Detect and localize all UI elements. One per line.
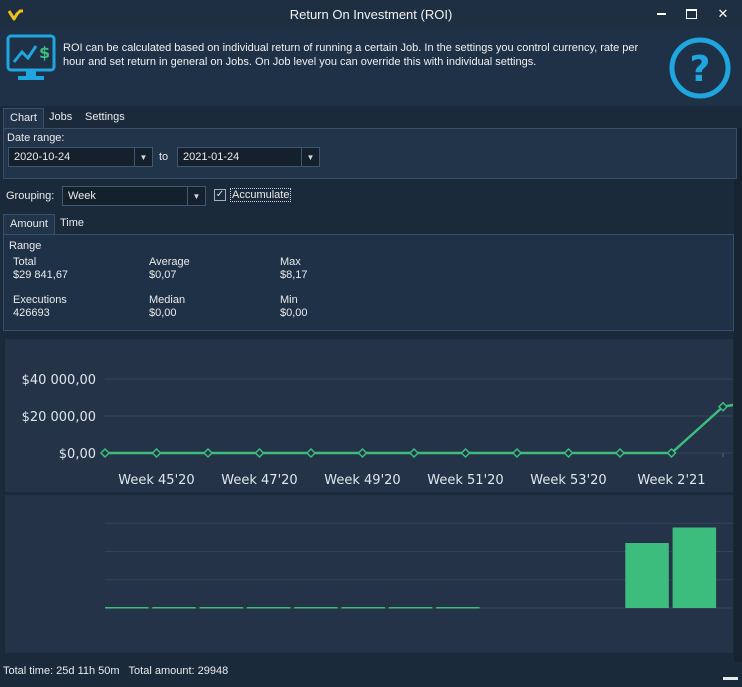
date-range-label: Date range: (7, 132, 65, 144)
accumulate-label[interactable]: Accumulate (230, 188, 292, 202)
grouping-select[interactable]: Week ▼ (62, 186, 206, 206)
status-bar: Total time: 25d 11h 50m Total amount: 29… (0, 662, 742, 682)
chevron-down-icon[interactable]: ▼ (187, 187, 205, 205)
x-tick-label: Week 53'20 (530, 473, 606, 488)
line-chart-panel: $0,00 $20 000,00 $40 000,00 Week 45'20 Week … (5, 339, 742, 492)
tab-jobs[interactable]: Jobs (49, 111, 73, 123)
data-point (99, 447, 111, 459)
data-point (305, 447, 317, 459)
svg-text:$: $ (39, 43, 50, 62)
average-label: Average (149, 256, 190, 268)
tab-settings[interactable]: Settings (85, 111, 125, 123)
to-label: to (159, 151, 169, 163)
chevron-down-icon[interactable]: ▼ (134, 148, 152, 166)
data-point (460, 447, 471, 459)
status-text: Total time: 25d 11h 50m Total amount: 29… (3, 665, 229, 677)
data-point (614, 447, 626, 459)
monitor-dollar-icon: $ (6, 34, 56, 80)
data-point (202, 447, 214, 459)
date-from-value: 2020-10-24 (14, 151, 71, 163)
y-tick-label: $40 000,00 (22, 373, 96, 388)
line-chart[interactable]: $0,00 $20 000,00 $40 000,00 Week 45'20 Week … (5, 339, 742, 492)
median-label: Median (149, 294, 186, 306)
right-edge-strip (734, 106, 742, 662)
min-label: Min (280, 294, 298, 306)
info-banner: $ ROI can be calculated based on individ… (0, 29, 742, 129)
y-tick-label: $20 000,00 (22, 410, 96, 425)
main-tabs: Chart Jobs Settings (0, 106, 742, 128)
average-value: $0,07 (149, 269, 177, 281)
title-bar: Return On Investment (ROI) ✕ (0, 0, 742, 29)
x-tick-label: Week 51'20 (427, 473, 503, 488)
app-logo-icon (8, 9, 23, 21)
chevron-down-icon[interactable]: ▼ (301, 148, 319, 166)
data-point (666, 447, 677, 459)
max-value: $8,17 (280, 269, 308, 281)
date-range-panel: Date range: 2020-10-24 ▼ to 2021-01-24 ▼ (3, 128, 737, 179)
data-point (357, 447, 368, 459)
data-point (511, 447, 523, 459)
x-tick-label: Week 45'20 (118, 473, 194, 488)
date-to-picker[interactable]: 2021-01-24 ▼ (177, 147, 320, 167)
bar (388, 607, 433, 609)
bar (105, 607, 149, 609)
bar (625, 543, 669, 608)
grouping-label: Grouping: (6, 190, 55, 202)
bar (199, 607, 244, 609)
minimize-icon (656, 13, 666, 15)
stats-panel: Range Total $29 841,67 Average $0,07 Max… (3, 234, 734, 331)
x-tick-label: Week 2'21 (637, 473, 705, 488)
x-tick-label: Week 49'20 (324, 473, 400, 488)
executions-value: 426693 (13, 307, 50, 319)
tab-time[interactable]: Time (60, 217, 85, 229)
bar-chart[interactable] (5, 495, 733, 653)
data-point (254, 447, 265, 459)
total-value: $29 841,67 (13, 269, 69, 281)
svg-text:?: ? (690, 49, 711, 90)
data-point (717, 401, 729, 412)
grouping-value: Week (68, 190, 96, 202)
resize-grip[interactable] (723, 677, 738, 680)
min-value: $0,00 (280, 307, 308, 319)
tab-chart[interactable]: Chart (3, 108, 44, 128)
minimize-button[interactable] (649, 4, 673, 24)
tab-amount[interactable]: Amount (3, 214, 55, 234)
bar (152, 607, 196, 609)
data-point (563, 447, 574, 459)
series-line (105, 402, 742, 455)
date-from-picker[interactable]: 2020-10-24 ▼ (8, 147, 153, 167)
max-label: Max (280, 256, 301, 268)
close-icon: ✕ (717, 6, 729, 21)
bar (294, 607, 338, 609)
sub-tabs: Amount Time (0, 212, 742, 234)
y-tick-label: $0,00 (59, 447, 96, 462)
maximize-icon (685, 9, 697, 19)
x-tick-label: Week 47'20 (221, 473, 297, 488)
date-to-value: 2021-01-24 (183, 151, 240, 163)
window-title: Return On Investment (ROI) (289, 7, 453, 22)
accumulate-checkbox[interactable]: ✓ (214, 189, 226, 201)
bar-chart-panel (5, 495, 733, 653)
data-point (151, 447, 162, 459)
maximize-button[interactable] (679, 4, 703, 24)
total-label: Total (13, 256, 37, 268)
bar (672, 527, 717, 608)
bar (246, 607, 291, 609)
data-point (408, 447, 420, 459)
bar (436, 607, 480, 609)
help-icon[interactable]: ? (668, 36, 732, 100)
executions-label: Executions (13, 294, 67, 306)
range-label: Range (9, 240, 42, 252)
median-value: $0,00 (149, 307, 177, 319)
close-button[interactable]: ✕ (711, 4, 735, 24)
info-text: ROI can be calculated based on individua… (63, 42, 639, 68)
bar (341, 607, 385, 609)
